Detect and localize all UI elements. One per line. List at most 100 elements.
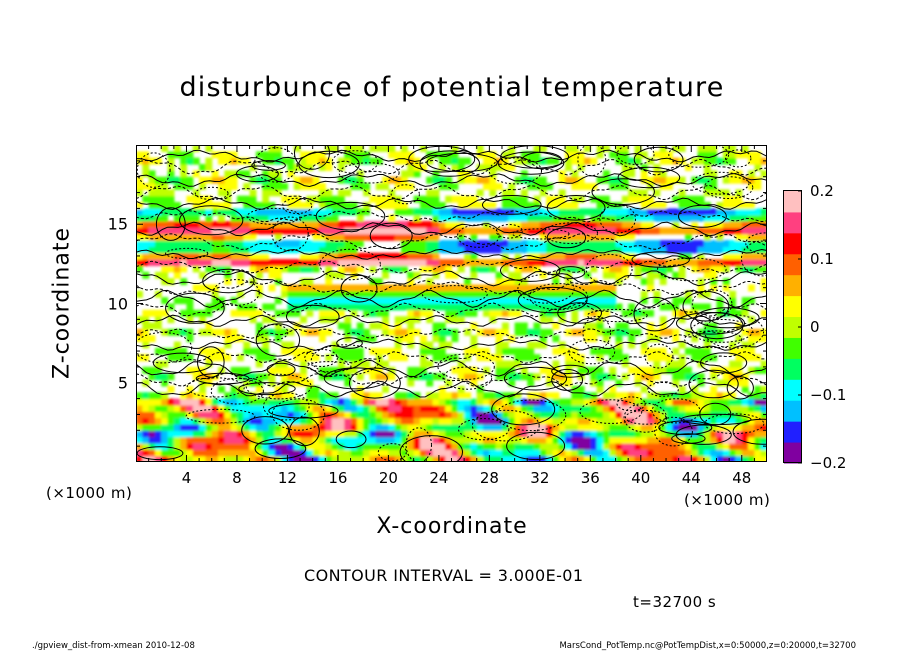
field-cell [457,259,465,267]
field-cell [199,436,207,444]
field-cell [628,164,636,171]
colorbar-bands [784,191,802,464]
field-cell [224,455,232,462]
field-cell [659,354,667,362]
field-cell [148,214,156,222]
field-cell [161,423,169,431]
field-cell [495,347,503,355]
field-cell [464,246,472,254]
field-cell [312,354,320,362]
field-cell [180,183,188,190]
field-cell [268,366,276,374]
field-cell [653,449,661,457]
field-cell [489,316,497,324]
field-cell [691,385,699,393]
field-cell [306,404,314,412]
field-cell [438,347,446,355]
field-cell [653,151,661,159]
field-cell [546,411,554,419]
field-cell [489,227,497,235]
field-cell [205,246,213,254]
field-cell [539,271,547,279]
field-cell [375,145,383,152]
field-cell [262,252,270,260]
field-cell [470,284,478,292]
field-cell [628,170,636,178]
field-cell [716,227,724,235]
field-cell [438,449,446,457]
field-cell [205,417,213,425]
field-cell [192,240,200,248]
field-cell [363,233,371,241]
field-cell [224,417,232,425]
field-cell [634,328,642,336]
y-tick-label: 5 [117,373,128,393]
contour-loop [254,438,307,460]
field-cell [584,290,591,298]
field-cell [609,265,617,273]
field-cell [186,385,194,393]
field-cell [647,195,655,203]
field-cell [483,183,490,190]
field-cell [634,373,642,381]
field-cell [167,246,175,254]
field-cell [615,265,623,273]
field-cell [325,290,333,298]
field-cell [287,341,295,349]
field-cell [678,176,686,184]
field-cell [476,290,484,298]
field-cell [558,423,566,431]
field-cell [344,284,352,292]
field-cell [760,309,767,317]
field-cell [438,164,446,171]
field-cell [236,259,244,267]
field-cell [432,335,440,343]
field-cell [577,385,585,393]
field-cell [394,290,402,298]
field-cell [337,265,345,273]
field-cell [243,442,251,450]
field-cell [344,233,352,241]
field-cell [741,246,749,254]
field-cell [703,455,711,462]
field-cell [161,195,169,203]
field-cell [268,284,276,292]
contour-loop [503,366,568,391]
field-cell [300,404,307,412]
field-cell [565,214,572,222]
field-cell [249,316,257,324]
field-cell [154,366,162,374]
field-cell [710,278,718,286]
field-cell [426,297,434,305]
field-cell [501,309,509,317]
field-cell [407,398,415,406]
field-cell [584,208,591,216]
contour-loop [315,201,386,231]
field-cell [167,328,175,336]
field-cell [571,442,579,450]
colorbar-band [784,400,802,422]
field-cell [495,246,503,254]
field-cell [167,423,175,431]
field-cell [590,265,598,273]
field-cell [432,449,440,457]
field-cell [640,423,648,431]
field-cell [401,423,408,431]
field-cell [167,202,175,209]
field-cell [628,366,636,374]
field-cell [167,373,175,381]
field-cell [154,449,162,457]
field-cell [495,183,503,190]
field-cell [464,430,472,438]
field-cell [735,309,743,317]
field-cell [710,373,718,381]
field-cell [501,455,509,462]
field-cell [211,252,219,260]
field-cell [356,259,364,267]
field-cell [224,411,232,419]
field-cell [527,221,535,229]
field-cell [432,373,440,381]
field-cell [552,284,560,292]
field-cell [539,449,547,457]
field-cell [565,145,572,152]
